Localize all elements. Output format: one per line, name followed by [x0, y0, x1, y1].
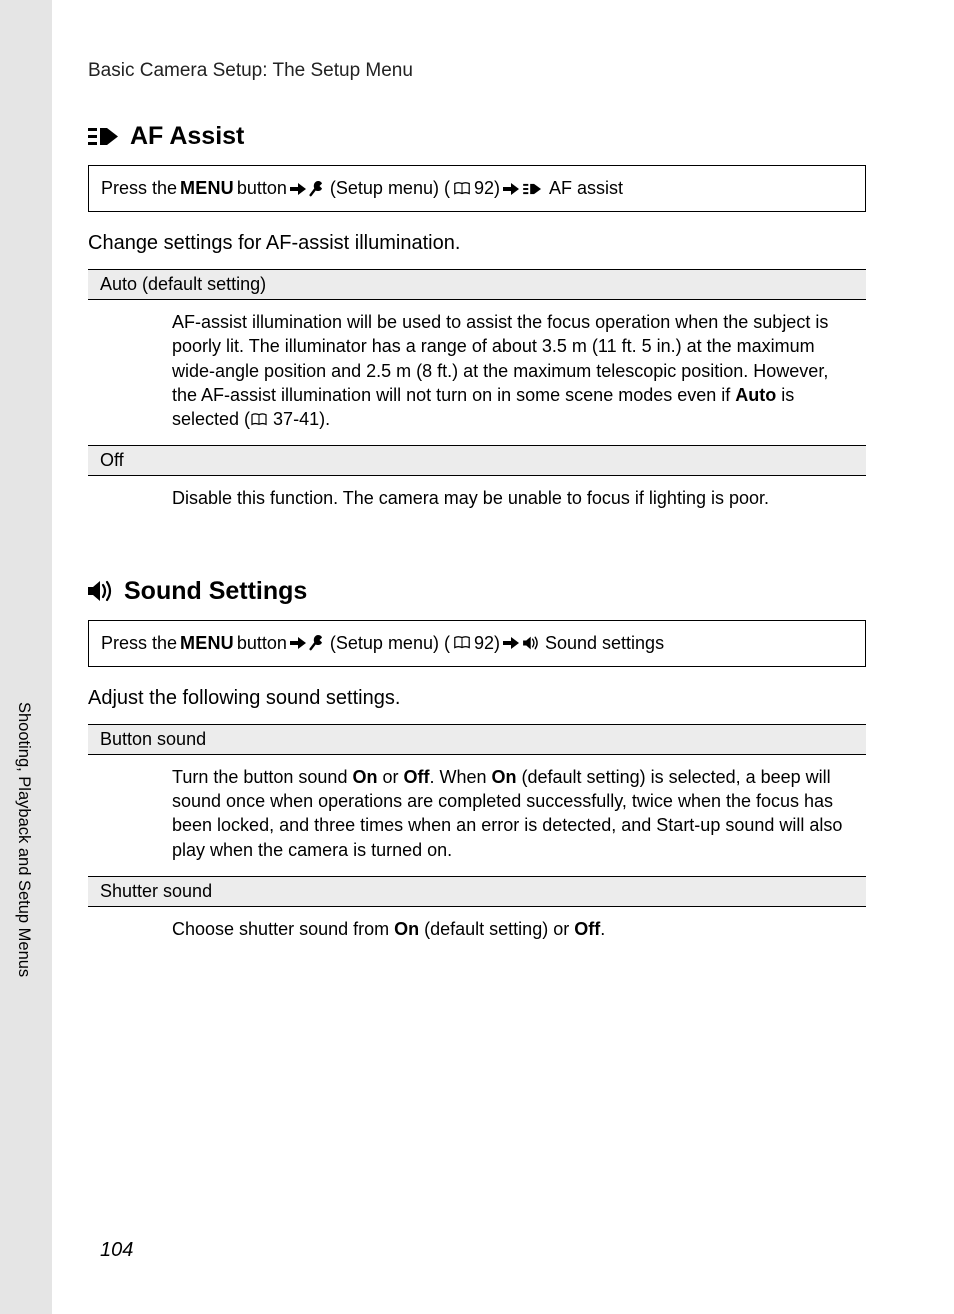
- setting-row-body: Disable this function. The camera may be…: [88, 476, 866, 524]
- arrow-right-icon: [503, 636, 519, 650]
- setting-row-header: Button sound: [88, 724, 866, 755]
- nav-path-af-assist: Press the MENU button (Setup menu) ( 92): [88, 165, 866, 212]
- settings-table-sound: Button soundTurn the button sound On or …: [88, 724, 866, 955]
- speaker-icon: [522, 636, 542, 650]
- chapter-title: Basic Camera Setup: The Setup Menu: [88, 60, 866, 82]
- setting-row-body: Choose shutter sound from On (default se…: [88, 907, 866, 955]
- nav-text: button: [237, 630, 287, 657]
- nav-text: 92): [474, 630, 500, 657]
- nav-text: Sound settings: [545, 630, 664, 657]
- nav-text: (Setup menu) (: [330, 175, 450, 202]
- section-title-text: Sound Settings: [124, 577, 307, 606]
- menu-button-label: MENU: [180, 175, 234, 202]
- nav-text: (Setup menu) (: [330, 630, 450, 657]
- af-assist-icon: [522, 182, 546, 196]
- nav-text: AF assist: [549, 175, 623, 202]
- arrow-right-icon: [290, 636, 306, 650]
- bold-text: On: [352, 767, 377, 787]
- setting-row-header: Off: [88, 445, 866, 476]
- bold-text: Auto: [735, 385, 776, 405]
- setting-row-body: Turn the button sound On or Off. When On…: [88, 755, 866, 876]
- book-icon: [453, 181, 471, 197]
- nav-text: Press the: [101, 630, 177, 657]
- page-number: 104: [100, 1239, 133, 1262]
- settings-table-af: Auto (default setting)AF-assist illumina…: [88, 269, 866, 525]
- section-sound-settings: Sound Settings Press the MENU button (Se…: [88, 577, 866, 955]
- wrench-icon: [309, 635, 327, 651]
- wrench-icon: [309, 181, 327, 197]
- speaker-icon: [88, 580, 116, 602]
- book-icon: [250, 413, 268, 427]
- section-title-af-assist: AF Assist: [88, 122, 866, 151]
- section-intro-sound: Adjust the following sound settings.: [88, 687, 866, 710]
- nav-text: 92): [474, 175, 500, 202]
- nav-path-sound: Press the MENU button (Setup menu) ( 92)…: [88, 620, 866, 667]
- menu-button-label: MENU: [180, 630, 234, 657]
- section-intro-af: Change settings for AF-assist illuminati…: [88, 232, 866, 255]
- arrow-right-icon: [503, 182, 519, 196]
- bold-text: On: [492, 767, 517, 787]
- bold-text: On: [394, 919, 419, 939]
- setting-row-body: AF-assist illumination will be used to a…: [88, 300, 866, 445]
- nav-text: Press the: [101, 175, 177, 202]
- book-icon: [453, 635, 471, 651]
- section-title-sound: Sound Settings: [88, 577, 866, 606]
- setting-row-header: Auto (default setting): [88, 269, 866, 300]
- af-assist-icon: [88, 126, 122, 148]
- section-title-text: AF Assist: [130, 122, 244, 151]
- side-tab-label: Shooting, Playback and Setup Menus: [14, 702, 33, 977]
- setting-row-header: Shutter sound: [88, 876, 866, 907]
- arrow-right-icon: [290, 182, 306, 196]
- bold-text: Off: [574, 919, 600, 939]
- manual-page: Basic Camera Setup: The Setup Menu AF As…: [52, 0, 954, 1314]
- bold-text: Off: [403, 767, 429, 787]
- nav-text: button: [237, 175, 287, 202]
- section-af-assist: AF Assist Press the MENU button (Setup m…: [88, 122, 866, 525]
